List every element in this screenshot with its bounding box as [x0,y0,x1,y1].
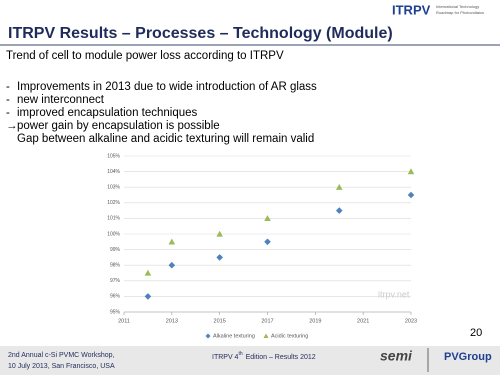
bullet-text: Gap between alkaline and acidic texturin… [17,133,314,145]
y-tick-label: 105% [107,153,120,159]
x-tick-label: 2021 [357,318,369,324]
y-tick-label: 99% [110,247,121,253]
footer-band [0,346,500,375]
logo-tagline: Roadmap for Photovoltaics [436,10,484,15]
chart-background [100,147,422,344]
point [168,238,176,245]
bullet-marker: - [6,107,10,119]
y-tick-label: 96% [110,294,121,300]
footer-left: 2nd Annual c-Si PVMC Workshop, [8,352,115,359]
x-tick-label: 2013 [166,318,178,324]
legend-swatch [205,333,211,339]
point [168,261,176,269]
logo: ITRPV [392,2,431,17]
point [407,168,415,175]
x-tick-label: 2017 [261,318,273,324]
legend-label: Acidic texturing [271,333,308,339]
semi-logo: semi [380,348,413,364]
y-tick-label: 104% [107,169,120,175]
point [407,191,415,199]
legend-swatch [263,333,269,338]
bullet-marker: - [6,94,10,106]
y-tick-label: 102% [107,200,120,206]
point [264,238,271,246]
footer-left: 10 July 2013, San Francisco, USA [8,363,115,370]
footer-center-part: ITRPV 4 [212,354,239,361]
footer-center-part: Edition – Results 2012 [246,354,316,361]
point [144,269,152,276]
point [335,207,343,214]
watermark: itrpv.net [378,289,410,299]
page-number: 20 [470,327,482,339]
subtitle: Trend of cell to module power loss accor… [6,50,284,62]
y-tick-label: 103% [107,185,120,191]
x-tick-label: 2023 [405,318,417,324]
y-tick-label: 95% [110,309,121,315]
point [144,293,152,300]
point [216,254,223,261]
footer-center-sup: th [238,351,242,357]
y-tick-label: 97% [110,278,121,284]
bullet-marker: - [6,81,10,93]
y-tick-label: 100% [107,231,120,237]
title: ITRPV Results – Processes – Technology (… [8,25,393,42]
point [264,215,271,222]
bullet-text: Improvements in 2013 due to wide introdu… [17,81,317,93]
point [216,230,223,237]
bullet-text: power gain by encapsulation is possible [17,120,220,132]
header-logo: ITRPV International Technology Roadmap f… [392,2,484,17]
bullet-list: - Improvements in 2013 due to wide introd… [6,81,317,145]
point [335,183,343,190]
bullet-text: improved encapsulation techniques [17,107,198,119]
bullet-text: new interconnect [17,94,105,106]
x-tick-label: 2019 [309,318,321,324]
bullet-marker: → [6,120,18,132]
chart: 95% 96% 97% 98% 99% 100% 101% 102% 103% 104% 105% 2… [107,153,417,339]
legend-label: Alkaline texturing [213,333,255,339]
pvgroup-logo: PVGroup [444,351,492,363]
logo-tagline: International Technology [436,4,479,9]
y-tick-label: 101% [107,216,120,222]
y-tick-label: 98% [110,263,121,269]
x-tick-label: 2015 [214,318,226,324]
x-tick-label: 2011 [118,318,130,324]
footer-center: ITRPV 4th Edition – Results 2012 [212,351,316,361]
